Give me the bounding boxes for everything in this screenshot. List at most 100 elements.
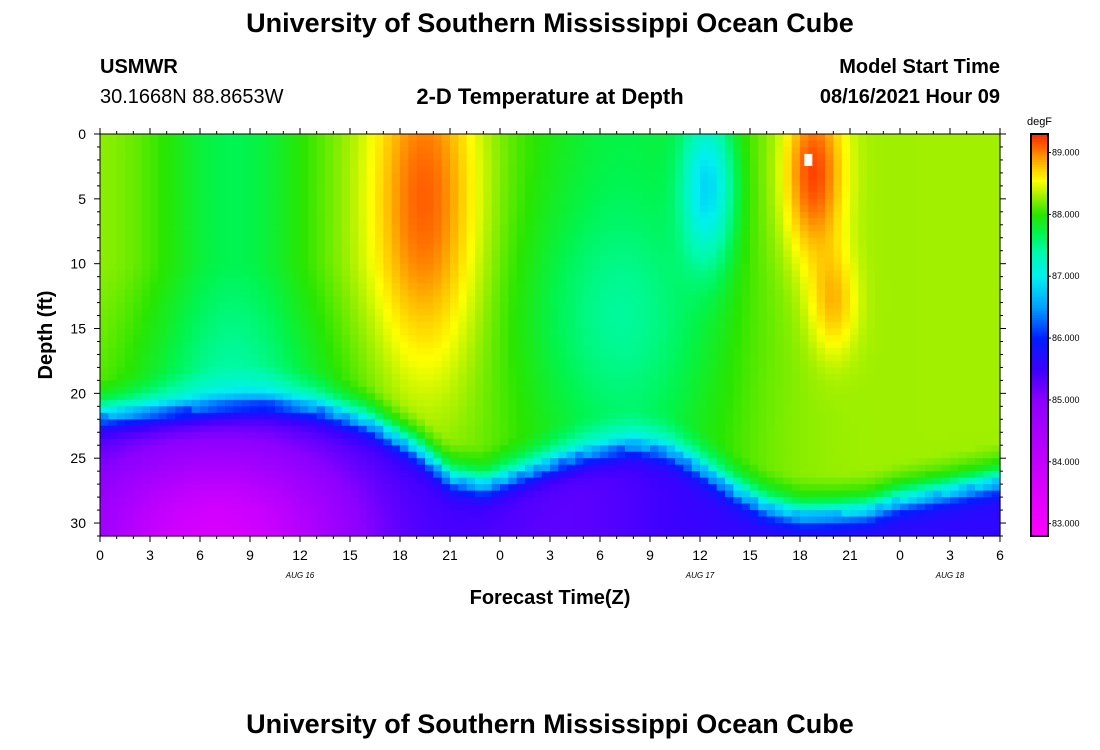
heatmap-cell (625, 283, 634, 291)
heatmap-cell (266, 451, 276, 459)
heatmap-cell (625, 224, 634, 232)
heatmap-cell (316, 373, 326, 381)
heatmap-cell (308, 523, 318, 531)
heatmap-cell (375, 516, 384, 524)
heatmap-cell (425, 185, 434, 193)
heatmap-cell (225, 276, 234, 284)
heatmap-cell (750, 276, 759, 284)
heatmap-cell (125, 218, 134, 226)
heatmap-cell (225, 192, 234, 200)
heatmap-cell (166, 393, 176, 401)
heatmap-cell (158, 185, 168, 193)
heatmap-cell (700, 471, 709, 479)
heatmap-cell (158, 399, 168, 407)
heatmap-cell (133, 464, 143, 472)
heatmap-cell (550, 192, 559, 200)
heatmap-cell (441, 257, 451, 265)
heatmap-cell (366, 211, 376, 219)
heatmap-cell (591, 516, 601, 524)
heatmap-cell (191, 523, 201, 531)
heatmap-cell (700, 231, 709, 239)
heatmap-cell (275, 419, 284, 427)
heatmap-cell (741, 153, 751, 161)
heatmap-cell (325, 270, 334, 278)
heatmap-cell (225, 166, 234, 174)
heatmap-cell (566, 445, 576, 453)
heatmap-cell (541, 419, 551, 427)
heatmap-cell (158, 192, 168, 200)
heatmap-cell (375, 296, 384, 304)
heatmap-cell (666, 354, 676, 362)
heatmap-cell (708, 516, 718, 524)
heatmap-cell (566, 425, 576, 433)
heatmap-cell (341, 231, 351, 239)
heatmap-cell (741, 244, 751, 252)
heatmap-cell (116, 373, 126, 381)
heatmap-cell (400, 198, 409, 206)
heatmap-cell (383, 179, 393, 187)
heatmap-cell (741, 283, 751, 291)
heatmap-cell (300, 490, 309, 498)
heatmap-cell (400, 386, 409, 394)
heatmap-cell (383, 341, 393, 349)
heatmap-cell (575, 360, 584, 369)
heatmap-cell (691, 250, 701, 258)
heatmap-cell (333, 425, 343, 433)
heatmap-cell (166, 354, 176, 362)
heatmap-cell (100, 244, 109, 252)
heatmap-cell (758, 490, 768, 498)
heatmap-cell (458, 179, 468, 187)
heatmap-cell (741, 335, 751, 343)
heatmap-cell (233, 497, 243, 505)
heatmap-cell (125, 263, 134, 271)
heatmap-cell (691, 263, 701, 271)
heatmap-cell (333, 529, 343, 537)
heatmap-cell (733, 172, 743, 180)
heatmap-cell (291, 341, 301, 349)
heatmap-cell (591, 257, 601, 265)
heatmap-cell (533, 263, 543, 271)
heatmap-cell (375, 289, 384, 297)
heatmap-cell (658, 380, 668, 388)
heatmap-cell (166, 425, 176, 433)
heatmap-cell (616, 451, 626, 459)
heatmap-cell (450, 484, 459, 492)
heatmap-cell (516, 438, 526, 446)
heatmap-cell (291, 237, 301, 245)
heatmap-cell (141, 523, 151, 531)
heatmap-cell (150, 354, 159, 362)
heatmap-cell (525, 283, 534, 291)
heatmap-cell (216, 309, 226, 317)
heatmap-cell (591, 354, 601, 362)
heatmap-cell (650, 192, 659, 200)
heatmap-cell (708, 399, 718, 407)
heatmap-cell (141, 328, 151, 336)
heatmap-cell (208, 270, 218, 278)
heatmap-cell (650, 360, 659, 369)
heatmap-cell (525, 367, 534, 375)
heatmap-cell (233, 503, 243, 511)
heatmap-cell (391, 140, 401, 148)
heatmap-cell (241, 516, 251, 524)
heatmap-cell (650, 153, 659, 161)
heatmap-cell (275, 393, 284, 401)
heatmap-cell (408, 309, 418, 317)
heatmap-cell (366, 412, 376, 420)
heatmap-cell (733, 503, 743, 511)
heatmap-cell (175, 360, 184, 369)
heatmap-cell (591, 231, 601, 239)
heatmap-cell (758, 231, 768, 239)
heatmap-cell (758, 283, 768, 291)
heatmap-cell (516, 445, 526, 453)
heatmap-cell (675, 432, 684, 440)
heatmap-cell (366, 464, 376, 472)
heatmap-cell (283, 296, 293, 304)
heatmap-cell (633, 438, 643, 446)
heatmap-cell (100, 172, 109, 180)
heatmap-cell (291, 354, 301, 362)
heatmap-cell (291, 477, 301, 485)
heatmap-cell (550, 198, 559, 206)
heatmap-cell (750, 134, 759, 142)
heatmap-cell (458, 153, 468, 161)
heatmap-cell (508, 484, 518, 492)
